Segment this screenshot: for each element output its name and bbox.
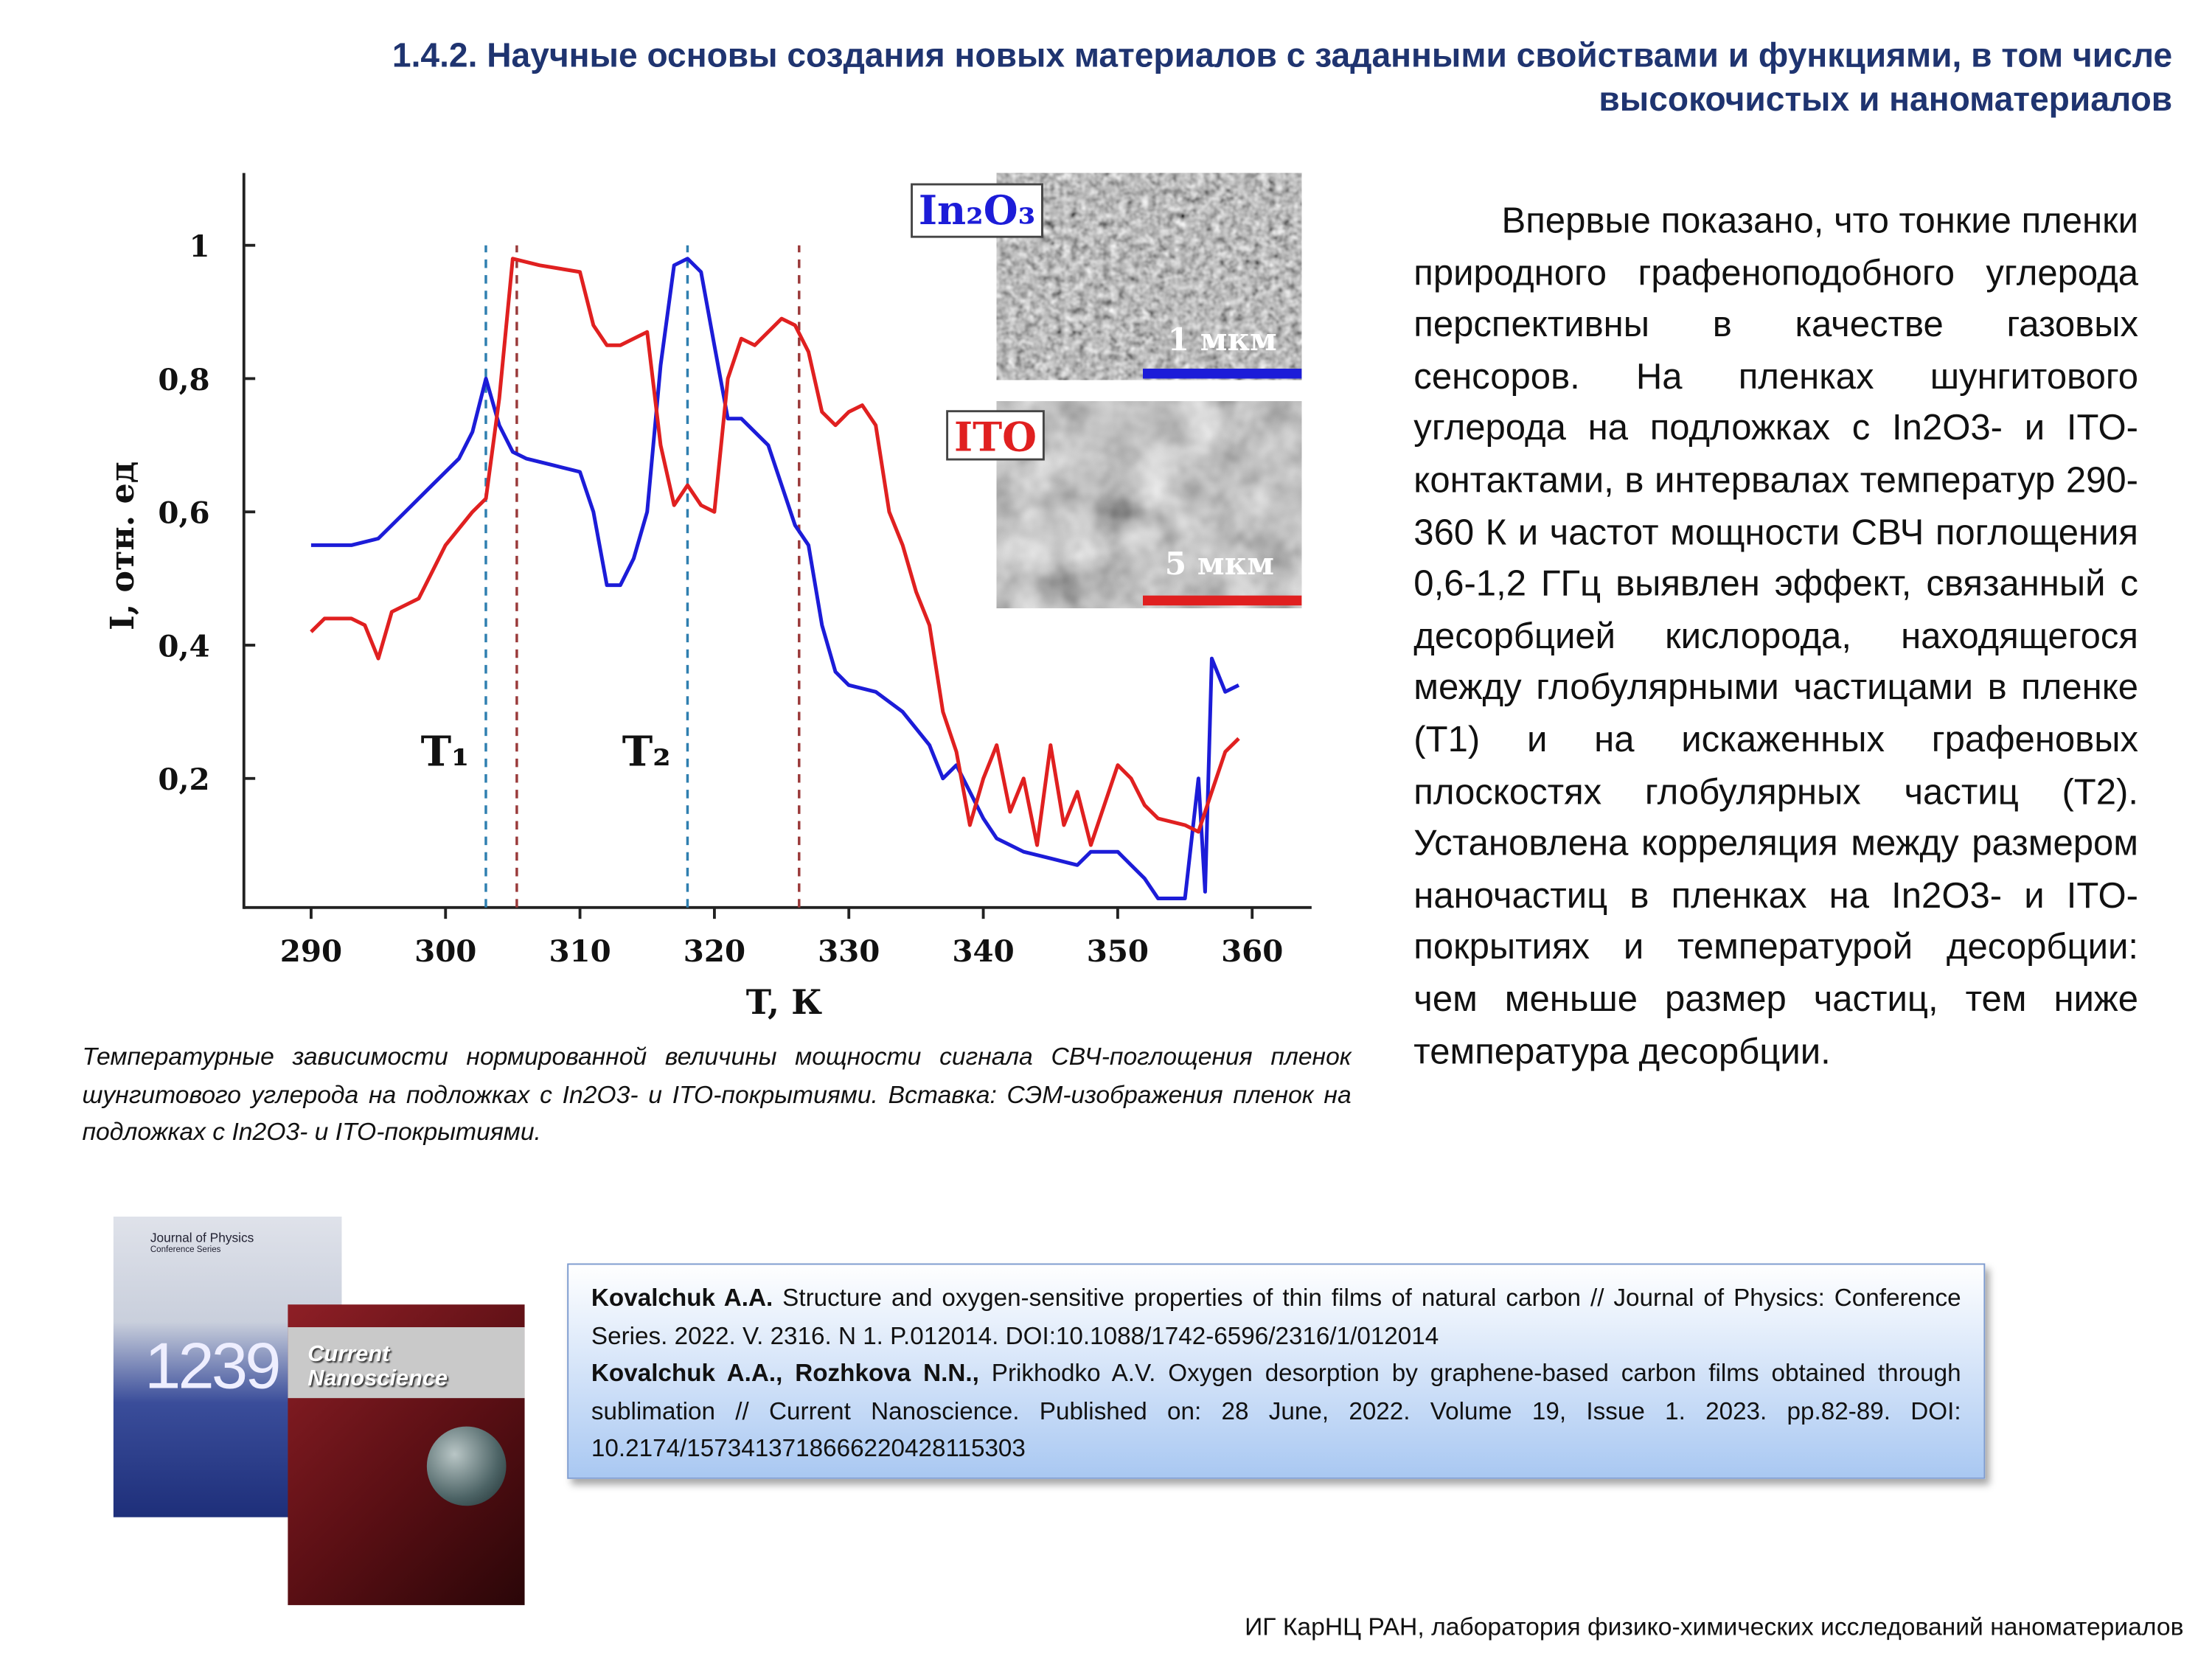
cover-text: Journal of Physics bbox=[150, 1231, 254, 1245]
y-tick-label: 0,4 bbox=[158, 628, 209, 664]
body-text: Впервые показано, что тонкие пленки прир… bbox=[1413, 201, 2138, 1071]
x-tick-label: 350 bbox=[1087, 933, 1149, 969]
data-line bbox=[310, 257, 1240, 847]
x-tick-label: 320 bbox=[684, 933, 745, 969]
ref-text: Structure and oxygen-sensitive propertie… bbox=[591, 1283, 1961, 1349]
scale-bar-label: 5 мкм bbox=[1165, 545, 1274, 582]
cover-art bbox=[426, 1426, 507, 1506]
scale-bar bbox=[1143, 595, 1302, 606]
y-tick-label: 0,8 bbox=[158, 362, 209, 397]
figure-caption: Температурные зависимости нормированной … bbox=[82, 1042, 1352, 1146]
cover-text: Nanoscience bbox=[307, 1366, 448, 1391]
references: Kovalchuk A.A. Structure and oxygen-sens… bbox=[567, 1263, 1986, 1479]
ref-authors: Kovalchuk A.A. bbox=[591, 1283, 773, 1312]
legend-label: In₂O₃ bbox=[919, 187, 1035, 234]
x-axis-label: T, К bbox=[746, 982, 822, 1022]
y-tick-label: 1 bbox=[189, 229, 210, 264]
ref-authors: Kovalchuk A.A., Rozhkova N.N., bbox=[591, 1358, 979, 1387]
sem-image bbox=[996, 173, 1302, 380]
scale-bar-label: 1 мкм bbox=[1168, 321, 1277, 358]
annotation: T₂ bbox=[622, 728, 671, 776]
cover-text: Current bbox=[307, 1343, 390, 1367]
slide-title: 1.4.2. Научные основы создания новых мат… bbox=[392, 37, 2173, 119]
y-axis-label: I, отн. ед bbox=[103, 462, 142, 630]
cover-text: Conference Series bbox=[150, 1246, 221, 1255]
x-tick-label: 310 bbox=[549, 933, 611, 969]
reference: Kovalchuk A.A., Rozhkova N.N., Prikhodko… bbox=[591, 1354, 1961, 1467]
ref-text: Prikhodko A.V. Oxygen desorption by grap… bbox=[591, 1358, 1961, 1462]
scale-bar bbox=[1143, 369, 1302, 379]
legend-label: ITO bbox=[954, 414, 1037, 461]
reference: Kovalchuk A.A. Structure and oxygen-sens… bbox=[591, 1279, 1961, 1354]
y-tick-label: 0,2 bbox=[158, 762, 209, 797]
y-tick-label: 0,6 bbox=[158, 495, 209, 531]
x-tick-label: 330 bbox=[818, 933, 880, 969]
cover-text: 1239 bbox=[145, 1328, 281, 1402]
footer: ИГ КарНЦ РАН, лаборатория физико-химичес… bbox=[1245, 1612, 2184, 1641]
x-tick-label: 340 bbox=[952, 933, 1014, 969]
inset-label-box bbox=[911, 183, 1043, 238]
sem-image bbox=[996, 401, 1302, 608]
inset-label-box bbox=[946, 410, 1045, 461]
annotation: T₁ bbox=[421, 728, 470, 776]
data-line bbox=[310, 257, 1240, 900]
journal-cover: Current Nanoscience bbox=[288, 1304, 525, 1605]
x-tick-label: 300 bbox=[414, 933, 476, 969]
x-tick-label: 360 bbox=[1221, 933, 1283, 969]
x-tick-label: 290 bbox=[280, 933, 342, 969]
cover-band bbox=[288, 1327, 525, 1399]
